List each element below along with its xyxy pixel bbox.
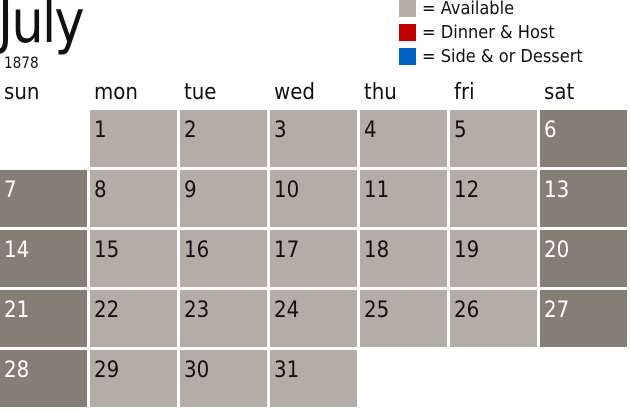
day-cell-26[interactable]: 26 bbox=[450, 290, 537, 347]
day-cell-20[interactable]: 20 bbox=[540, 230, 627, 287]
day-number: 21 bbox=[4, 298, 30, 323]
day-cell-7[interactable]: 7 bbox=[0, 170, 87, 227]
day-cell-16[interactable]: 16 bbox=[180, 230, 267, 287]
day-cell-3[interactable]: 3 bbox=[270, 110, 357, 167]
weekday-header-tue: tue bbox=[184, 80, 217, 105]
day-number: 12 bbox=[454, 178, 480, 203]
weekday-header-mon: mon bbox=[94, 80, 138, 105]
day-cell-30[interactable]: 30 bbox=[180, 350, 267, 407]
day-cell-13[interactable]: 13 bbox=[540, 170, 627, 227]
day-cell-8[interactable]: 8 bbox=[90, 170, 177, 227]
day-number: 29 bbox=[94, 358, 120, 383]
day-cell-1[interactable]: 1 bbox=[90, 110, 177, 167]
day-number: 4 bbox=[364, 118, 377, 143]
day-cell-12[interactable]: 12 bbox=[450, 170, 537, 227]
day-cell-23[interactable]: 23 bbox=[180, 290, 267, 347]
swatch-side-dessert bbox=[399, 48, 416, 65]
day-cell-27[interactable]: 27 bbox=[540, 290, 627, 347]
day-number: 22 bbox=[94, 298, 120, 323]
legend-item-available: = Available bbox=[399, 0, 601, 24]
day-number: 9 bbox=[184, 178, 197, 203]
day-number: 20 bbox=[544, 238, 570, 263]
day-cell-19[interactable]: 19 bbox=[450, 230, 537, 287]
day-number: 28 bbox=[4, 358, 30, 383]
day-cell-10[interactable]: 10 bbox=[270, 170, 357, 227]
day-number: 31 bbox=[274, 358, 300, 383]
legend-label: = Side & or Dessert bbox=[422, 46, 583, 67]
weekday-header-sun: sun bbox=[4, 80, 40, 105]
day-number: 11 bbox=[364, 178, 390, 203]
legend: = Available = Dinner & Host = Side & or … bbox=[399, 0, 601, 72]
day-number: 19 bbox=[454, 238, 480, 263]
weekday-header-fri: fri bbox=[454, 80, 475, 105]
swatch-available bbox=[399, 0, 416, 17]
weekday-header-wed: wed bbox=[274, 80, 315, 105]
day-cell-17[interactable]: 17 bbox=[270, 230, 357, 287]
day-number: 5 bbox=[454, 118, 467, 143]
weekday-header-thu: thu bbox=[364, 80, 397, 105]
day-number: 10 bbox=[274, 178, 300, 203]
day-cell-22[interactable]: 22 bbox=[90, 290, 177, 347]
legend-item-side-dessert: = Side & or Dessert bbox=[399, 48, 601, 72]
day-cell-29[interactable]: 29 bbox=[90, 350, 177, 407]
swatch-dinner-host bbox=[399, 24, 416, 41]
day-number: 27 bbox=[544, 298, 570, 323]
day-cell-28[interactable]: 28 bbox=[0, 350, 87, 407]
day-number: 13 bbox=[544, 178, 570, 203]
day-number: 14 bbox=[4, 238, 30, 263]
day-number: 1 bbox=[94, 118, 107, 143]
day-number: 23 bbox=[184, 298, 210, 323]
day-cell-24[interactable]: 24 bbox=[270, 290, 357, 347]
day-cell-4[interactable]: 4 bbox=[360, 110, 447, 167]
day-cell-25[interactable]: 25 bbox=[360, 290, 447, 347]
day-number: 17 bbox=[274, 238, 300, 263]
day-cell-21[interactable]: 21 bbox=[0, 290, 87, 347]
day-number: 2 bbox=[184, 118, 197, 143]
day-cell-5[interactable]: 5 bbox=[450, 110, 537, 167]
day-cell-18[interactable]: 18 bbox=[360, 230, 447, 287]
weekday-header-sat: sat bbox=[544, 80, 575, 105]
day-cell-6[interactable]: 6 bbox=[540, 110, 627, 167]
day-number: 15 bbox=[94, 238, 120, 263]
day-number: 24 bbox=[274, 298, 300, 323]
day-cell-31[interactable]: 31 bbox=[270, 350, 357, 407]
day-cell-9[interactable]: 9 bbox=[180, 170, 267, 227]
day-number: 6 bbox=[544, 118, 557, 143]
day-number: 7 bbox=[4, 178, 17, 203]
day-number: 26 bbox=[454, 298, 480, 323]
legend-item-dinner-host: = Dinner & Host bbox=[399, 24, 601, 48]
day-number: 18 bbox=[364, 238, 390, 263]
day-cell-2[interactable]: 2 bbox=[180, 110, 267, 167]
year-label: 1878 bbox=[4, 53, 39, 72]
day-number: 25 bbox=[364, 298, 390, 323]
legend-label: = Dinner & Host bbox=[422, 22, 555, 43]
legend-label: = Available bbox=[422, 0, 515, 19]
day-number: 16 bbox=[184, 238, 210, 263]
day-number: 3 bbox=[274, 118, 287, 143]
day-number: 30 bbox=[184, 358, 210, 383]
day-cell-15[interactable]: 15 bbox=[90, 230, 177, 287]
day-cell-14[interactable]: 14 bbox=[0, 230, 87, 287]
day-cell-11[interactable]: 11 bbox=[360, 170, 447, 227]
month-title: July bbox=[0, 0, 85, 57]
day-number: 8 bbox=[94, 178, 107, 203]
